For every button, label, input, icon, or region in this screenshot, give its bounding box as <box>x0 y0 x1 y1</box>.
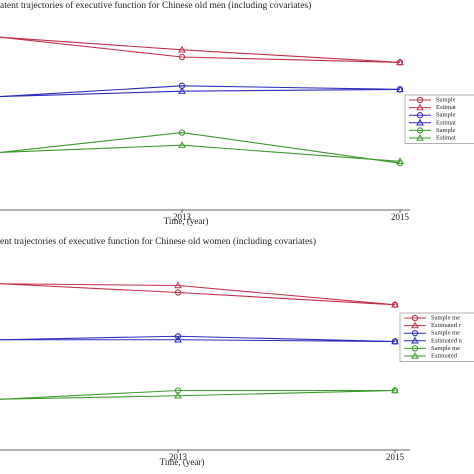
legend-label: Sample <box>436 127 456 134</box>
marker <box>178 45 186 53</box>
legend-marker <box>416 127 424 134</box>
series-line <box>0 389 396 400</box>
series-line <box>0 283 396 306</box>
legend-label: Sample me <box>431 345 460 352</box>
legend-label: Sample me <box>431 314 460 321</box>
legend-label: Estimat <box>436 119 456 126</box>
legend-marker <box>411 321 419 329</box>
chart-title: atent trajectories of executive function… <box>0 0 311 11</box>
marker <box>396 157 404 165</box>
series-line <box>0 85 401 98</box>
legend-marker <box>416 133 424 141</box>
legend-label: Estimated <box>431 352 458 359</box>
legend-marker <box>411 330 419 337</box>
marker <box>391 337 399 345</box>
series-line <box>0 389 395 400</box>
legend-label: Estimat <box>436 134 456 141</box>
series-line <box>0 36 401 63</box>
marker <box>396 58 404 66</box>
marker <box>174 289 182 296</box>
legend-marker <box>411 314 419 322</box>
legend-marker <box>411 345 419 352</box>
legend-marker <box>411 351 419 359</box>
marker <box>174 333 182 340</box>
legend-marker <box>416 96 424 104</box>
marker <box>178 53 186 61</box>
marker <box>396 85 404 93</box>
marker <box>174 281 182 289</box>
series-line <box>0 132 401 164</box>
legend-label: Sample <box>436 96 456 103</box>
marker <box>174 335 182 343</box>
legend-label: Sample <box>436 112 456 119</box>
series-line <box>0 88 401 98</box>
marker <box>178 141 186 148</box>
series-line <box>0 339 396 343</box>
marker <box>178 87 186 94</box>
legend-marker <box>416 118 424 126</box>
marker <box>174 391 182 399</box>
series-line <box>0 144 401 162</box>
marker <box>391 300 399 308</box>
series-line <box>0 36 401 63</box>
legend-marker <box>411 336 419 344</box>
legend-label: Sample me <box>431 330 460 337</box>
series-line <box>0 283 396 306</box>
legend-label: Estimated n <box>431 337 463 344</box>
x-axis-label: Time, (year) <box>160 457 205 467</box>
x-tick-label: 2013 <box>169 452 188 462</box>
x-tick-label: 2015 <box>391 212 410 222</box>
legend-marker <box>416 112 424 119</box>
legend-box <box>399 312 474 362</box>
legend-label: Estimated r <box>431 322 462 329</box>
x-tick-label: 2013 <box>173 212 192 222</box>
x-axis-label: Time, (year) <box>164 216 209 226</box>
x-tick-label: 2015 <box>386 452 405 462</box>
marker <box>178 129 186 136</box>
legend-box <box>404 94 474 144</box>
legend-marker <box>416 103 424 111</box>
chart-title: ent trajectories of executive function f… <box>0 236 316 247</box>
legend-label: Estimat <box>436 104 456 111</box>
marker <box>391 386 399 394</box>
